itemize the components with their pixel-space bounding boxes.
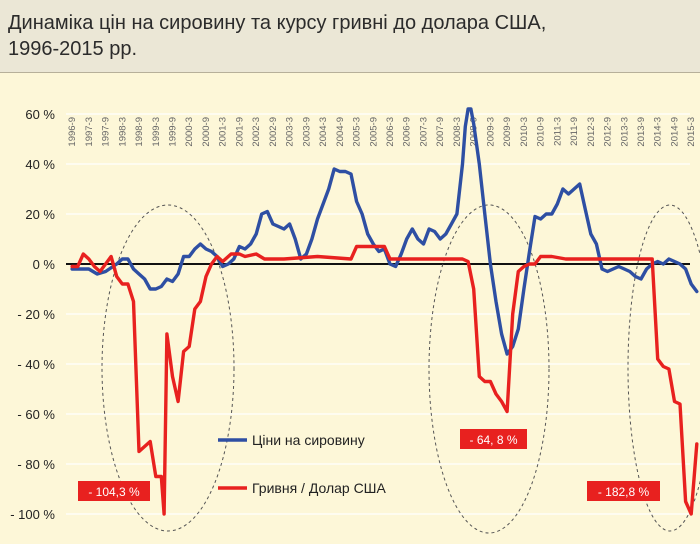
x-tick-label: 1997-3 bbox=[84, 117, 95, 147]
x-tick-label: 2007-9 bbox=[435, 117, 446, 147]
crisis-ellipse bbox=[101, 204, 235, 532]
x-tick-label: 2003-3 bbox=[285, 117, 296, 147]
x-tick-label: 1999-3 bbox=[151, 117, 162, 147]
y-tick-label: - 40 % bbox=[17, 357, 55, 372]
x-tick-label: 2010-3 bbox=[519, 117, 530, 147]
x-tick-label: 2001-9 bbox=[234, 117, 245, 147]
chart-title-line-2: 1996-2015 рр. bbox=[8, 38, 138, 60]
annotation-label: - 182,8 % bbox=[598, 485, 650, 499]
y-tick-label: 40 % bbox=[25, 157, 55, 172]
x-tick-label: 2010-9 bbox=[536, 117, 547, 147]
x-tick-label: 2013-9 bbox=[636, 117, 647, 147]
x-tick-label: 2000-9 bbox=[201, 117, 212, 147]
x-tick-label: 2015-3 bbox=[686, 117, 697, 147]
x-tick-label: 2009-3 bbox=[485, 117, 496, 147]
y-tick-label: - 20 % bbox=[17, 307, 55, 322]
x-tick-label: 2012-3 bbox=[586, 117, 597, 147]
x-tick-label: 1996-9 bbox=[67, 117, 78, 147]
x-tick-label: 1998-3 bbox=[117, 117, 128, 147]
x-tick-label: 2007-3 bbox=[418, 117, 429, 147]
x-tick-label: 2014-3 bbox=[653, 117, 664, 147]
plot-background bbox=[0, 73, 700, 544]
y-tick-label: 0 % bbox=[33, 257, 56, 272]
x-tick-label: 2011-3 bbox=[552, 117, 563, 146]
annotation-box bbox=[78, 481, 150, 501]
y-tick-label: - 60 % bbox=[17, 407, 55, 422]
x-tick-label: 1999-9 bbox=[167, 117, 178, 147]
x-tick-label: 2000-3 bbox=[184, 117, 195, 147]
x-tick-label: 2008-3 bbox=[452, 117, 463, 147]
annotation-label: - 64, 8 % bbox=[469, 433, 517, 447]
legend-label: Гривня / Долар США bbox=[252, 480, 387, 496]
annotation-box bbox=[460, 429, 527, 449]
annotation-label: - 104,3 % bbox=[88, 485, 140, 499]
x-tick-label: 2011-9 bbox=[569, 117, 580, 146]
x-tick-label: 2005-9 bbox=[368, 117, 379, 147]
annotation-box bbox=[587, 481, 660, 501]
x-tick-label: 2006-3 bbox=[385, 117, 396, 147]
series-line-prices bbox=[70, 107, 699, 356]
crisis-ellipse bbox=[428, 204, 550, 534]
line-chart: 60 % 40 % 20 % 0 % - 20 % - 40 % - 60 % - 80 % -… bbox=[10, 107, 700, 534]
x-tick-label: 2004-9 bbox=[335, 117, 346, 147]
x-tick-label: 2001-3 bbox=[218, 117, 229, 147]
x-tick-label: 2003-9 bbox=[301, 117, 312, 147]
title-band: Динаміка цін на сировину та курсу гривні… bbox=[0, 0, 700, 72]
x-tick-label: 2012-9 bbox=[603, 117, 614, 147]
crisis-ellipse bbox=[627, 204, 700, 532]
x-tick-label: 2009-9 bbox=[502, 117, 513, 147]
x-tick-label: 2013-3 bbox=[619, 117, 630, 147]
x-tick-label: 2002-9 bbox=[268, 117, 279, 147]
chart-title-line-1: Динаміка цін на сировину та курсу гривні… bbox=[8, 12, 547, 34]
y-tick-label: 20 % bbox=[25, 207, 55, 222]
series-line-hryvnia bbox=[70, 244, 699, 516]
x-tick-label: 2002-3 bbox=[251, 117, 262, 147]
x-tick-label: 2004-3 bbox=[318, 117, 329, 147]
x-tick-label: 1997-9 bbox=[101, 117, 112, 147]
y-tick-label: - 80 % bbox=[17, 457, 55, 472]
x-tick-label: 2006-9 bbox=[402, 117, 413, 147]
legend-label: Ціни на сировину bbox=[252, 432, 365, 448]
x-tick-label: 2005-3 bbox=[352, 117, 363, 147]
title-divider bbox=[0, 72, 700, 73]
y-tick-label: 60 % bbox=[25, 107, 55, 122]
x-tick-label: 2014-9 bbox=[669, 117, 680, 147]
x-tick-label: 1998-9 bbox=[134, 117, 145, 147]
y-tick-label: - 100 % bbox=[10, 507, 55, 522]
